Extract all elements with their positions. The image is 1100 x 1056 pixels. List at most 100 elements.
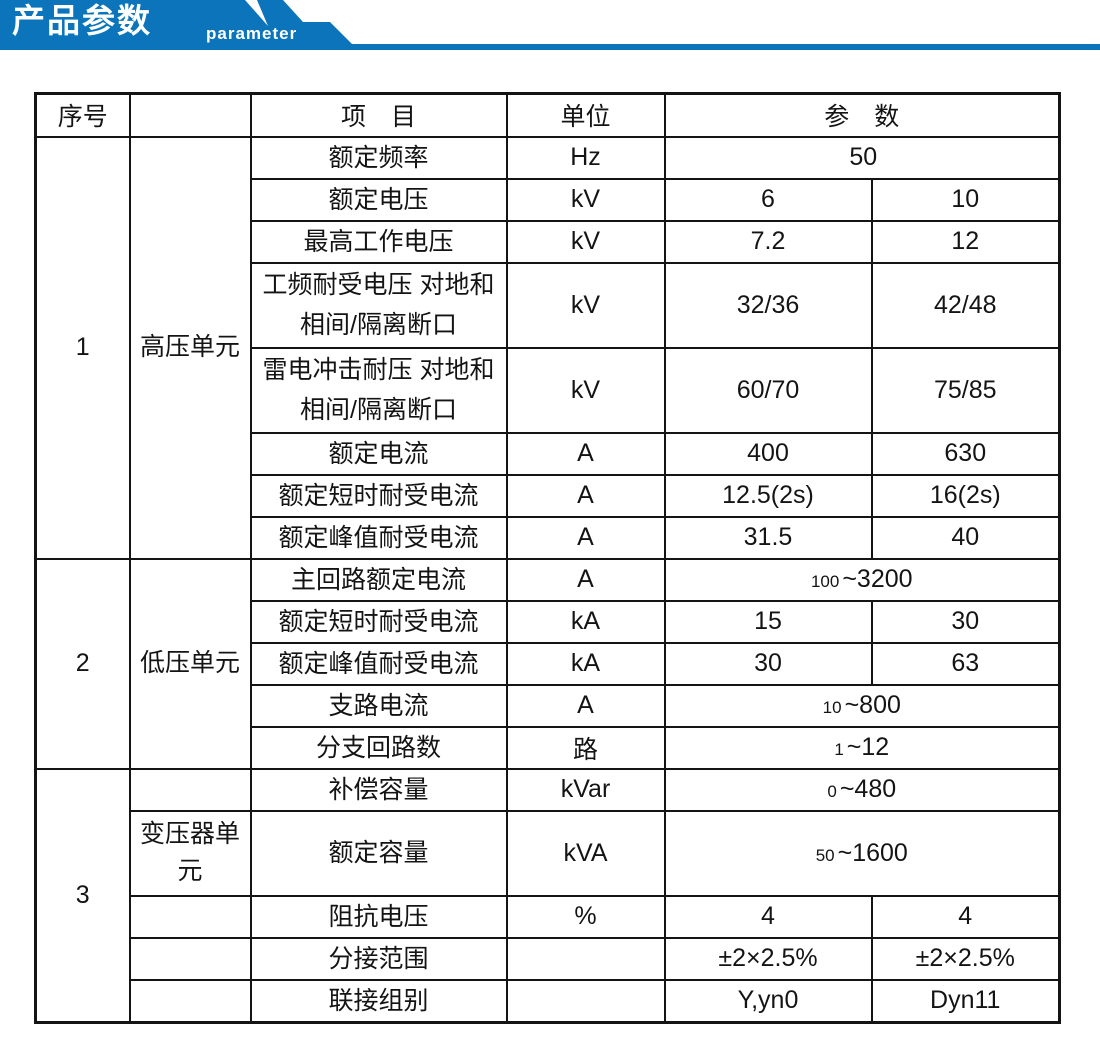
category-line: 元 [177,857,203,885]
unit-cell: A [505,431,666,476]
unit-cell: A [505,473,666,518]
unit-cell: A [505,683,666,728]
item-line: 联接组别 [328,986,429,1015]
table-row: 阻抗电压% 4 4 [36,894,1061,939]
value-cell-merged: 1 ~12 [663,725,1061,770]
table-row: 额定峰值耐受电流 kA 30 63 [36,641,1061,686]
item-cell: 联接组别 [249,978,508,1023]
value-cell: 15 [663,599,873,644]
banner-ribbon-shape [0,0,1100,50]
value-range-start: 10 [822,698,842,717]
category-cell: 低压单元 [128,557,252,770]
item-cell: 额定短时耐受电流 [249,473,508,518]
value-range-rest: ~800 [844,691,901,719]
value-range-start: 0 [827,782,837,801]
value-cell-merged: 0 ~480 [663,767,1061,812]
value-cell: 12 [870,219,1061,264]
table-row: 3 补偿容量 kVar 0 ~480 [34,767,1061,1023]
table-row: 工频耐受电压 对地和 相间/隔离断口 kV 32/36 42/48 [36,261,1061,349]
unit-cell: Hz [505,135,666,180]
banner-strip [348,44,1100,50]
unit-cell: kA [505,641,666,686]
item-line: 分接范围 [328,944,429,973]
unit-cell: kV [505,219,666,264]
table-row: 最高工作电压 kV 7.2 12 [36,219,1061,264]
item-cell: 额定电压 [249,177,508,222]
value-cell: 30 [663,641,873,686]
unit-cell [505,936,666,981]
item-line: 补偿容量 [328,775,429,804]
item-line: 额定峰值耐受电流 [278,523,479,552]
item-cell: 额定频率 [249,135,508,180]
unit-cell: kVA [505,809,666,897]
value-cell: 75/85 [870,346,1061,434]
item-cell: 雷电冲击耐压 对地和 相间/隔离断口 [249,346,508,434]
unit-cell: A [505,557,666,602]
item-line: 额定短时耐受电流 [278,607,479,636]
table-row: 联接组别 Y,yn0 Dyn11 [36,978,1061,1023]
value-cell: 63 [870,641,1061,686]
item-cell: 最高工作电压 [249,219,508,264]
table-body: 1 高压单元 额定频率 Hz 50 额定电压 kV 6 10 最高工作电压 kV 7.2 12 工频耐受电… [34,135,1061,1023]
value-cell: 16(2s) [870,473,1061,518]
value-cell: 32/36 [663,261,873,349]
item-cell: 分支回路数 [249,725,508,770]
item-cell: 额定电流 [249,431,508,476]
value-range-rest: 50 [849,143,878,171]
value-cell-merged: 50 [663,135,1061,180]
value-range-rest: ~12 [846,733,890,761]
item-cell: 工频耐受电压 对地和 相间/隔离断口 [249,261,508,349]
value-cell: 7.2 [663,219,873,264]
unit-cell: kV [505,261,666,349]
item-cell: 阻抗电压 [249,894,508,939]
header-category [128,92,252,138]
value-range-start: 50 [815,845,835,865]
item-cell: 支路电流 [249,683,508,728]
value-cell: 40 [870,515,1061,560]
item-cell: 分接范围 [249,936,508,981]
item-line: 额定峰值耐受电流 [278,649,479,678]
table-row: 支路电流 A 10 ~800 [36,683,1061,728]
header-unit: 单位 [505,92,666,138]
value-range-start: 1 [834,740,844,759]
category-cell [128,767,252,812]
value-range-rest: ~1600 [837,838,908,867]
item-line: 工频耐受电压 对地和 [262,271,495,299]
parameters-table: 序号 项 目 单位 参 数 1 高压单元 额定频率 Hz 50 额定电压 kV 6 10 最高工作… [34,92,1062,1024]
header-item: 项 目 [249,92,508,138]
unit-cell: kVar [505,767,666,812]
category-cell: 高压单元 [128,135,252,560]
table-row: 2 低压单元 主回路额定电流 A 100 ~3200 [34,557,1061,770]
value-cell: Y,yn0 [663,978,873,1023]
unit-cell: % [505,894,666,939]
table-row: 额定峰值耐受电流 A 31.5 40 [36,515,1061,560]
table-header-row: 序号 项 目 单位 参 数 [34,92,1061,138]
unit-cell: kV [505,177,666,222]
table-row: 额定电流 A 400 630 [36,431,1061,476]
value-range-start: 100 [810,572,840,591]
item-cell: 额定峰值耐受电流 [249,515,508,560]
value-cell: 400 [663,431,873,476]
item-line: 雷电冲击耐压 对地和 [262,356,495,384]
value-cell-merged: 50 ~1600 [663,809,1061,897]
item-cell: 额定短时耐受电流 [249,599,508,644]
item-line: 分支回路数 [315,733,441,762]
item-line: 相间/隔离断口 [300,396,457,424]
value-cell: 4 [870,894,1061,939]
table-row: 分接范围 ±2×2.5% ±2×2.5% [36,936,1061,981]
serial-number-cell: 1 [34,135,131,560]
page-subtitle: parameter [206,24,298,43]
unit-cell: kV [505,346,666,434]
item-cell: 额定容量 [249,809,508,897]
item-line: 额定频率 [328,143,429,172]
item-cell: 补偿容量 [249,767,508,812]
item-cell: 主回路额定电流 [249,557,508,602]
table-row: 额定短时耐受电流 kA 15 30 [36,599,1061,644]
header-serial: 序号 [34,92,131,138]
banner-step-shape [257,0,356,50]
category-cell [128,936,252,981]
item-line: 支路电流 [328,691,429,720]
value-cell: ±2×2.5% [663,936,873,981]
table-row: 1 高压单元 额定频率 Hz 50 [34,135,1061,560]
value-cell: ±2×2.5% [870,936,1061,981]
